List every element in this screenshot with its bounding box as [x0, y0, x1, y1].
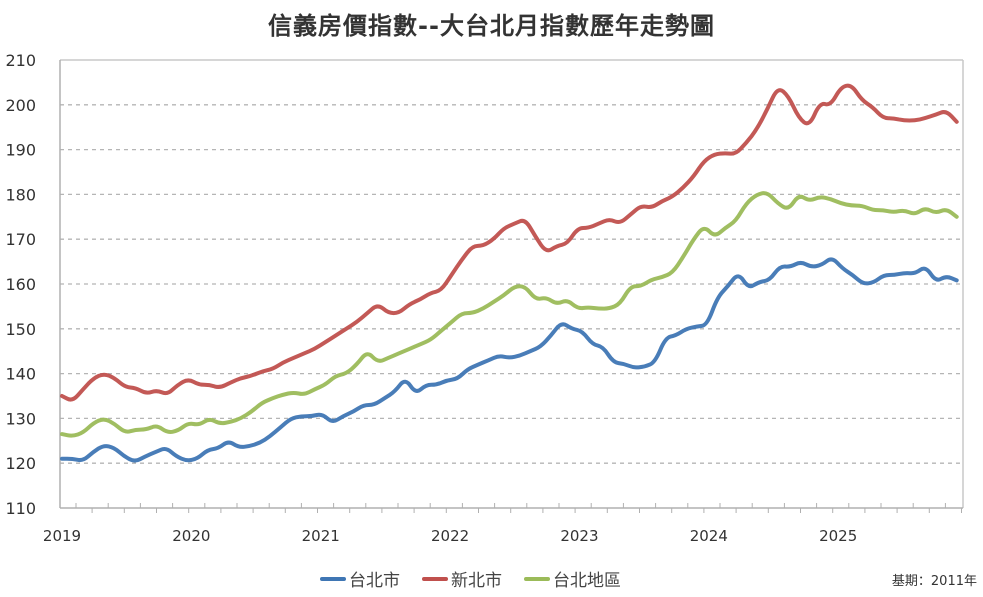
- y-tick-label: 170: [5, 230, 36, 249]
- series-lines: [60, 83, 959, 463]
- legend-label-taipei-region: 台北地區: [553, 571, 621, 591]
- x-tick-label: 2024: [690, 527, 728, 545]
- x-tick-label: 2021: [302, 527, 340, 545]
- x-tick-label: 2022: [431, 527, 469, 545]
- y-tick-label: 160: [5, 275, 36, 294]
- legend-item-taipei: 台北市: [320, 566, 400, 591]
- y-tick-label: 110: [5, 499, 36, 518]
- legend-label-new-taipei: 新北市: [451, 571, 502, 591]
- y-tick-label: 180: [5, 185, 36, 204]
- y-tick-label: 120: [5, 454, 36, 473]
- x-tick-label: 2020: [172, 527, 210, 545]
- y-tick-label: 210: [5, 51, 36, 70]
- plot-frame: [59, 59, 964, 509]
- chart-title: 信義房價指數--大台北月指數歷年走勢圖: [268, 12, 715, 40]
- legend-item-new-taipei: 新北市: [422, 566, 502, 591]
- x-axis: 2019 2020 2021 2022 2023 2024 2025: [43, 503, 962, 545]
- legend-swatch-taipei-region: [524, 576, 550, 581]
- y-tick-label: 140: [5, 365, 36, 384]
- base-period-note: 基期：2011年: [891, 574, 977, 589]
- series-line-1: [60, 83, 959, 402]
- y-axis: 110 120 130 140 150 160 170 180 190 200 210: [5, 51, 36, 518]
- y-tick-label: 150: [5, 320, 36, 339]
- x-tick-label: 2023: [560, 527, 598, 545]
- legend-swatch-new-taipei: [422, 576, 448, 581]
- series-line-2: [60, 191, 959, 438]
- legend-swatch-taipei: [320, 576, 346, 581]
- legend-item-taipei-region: 台北地區: [524, 566, 621, 591]
- y-tick-label: 130: [5, 409, 36, 428]
- legend-label-taipei: 台北市: [349, 571, 400, 591]
- series-line-0: [60, 257, 959, 463]
- x-tick-label: 2019: [43, 527, 81, 545]
- gridlines: [60, 104, 963, 464]
- y-tick-label: 200: [5, 96, 36, 115]
- x-tick-label: 2025: [819, 527, 857, 545]
- y-tick-label: 190: [5, 141, 36, 160]
- legend: 台北市 新北市 台北地區: [320, 566, 621, 591]
